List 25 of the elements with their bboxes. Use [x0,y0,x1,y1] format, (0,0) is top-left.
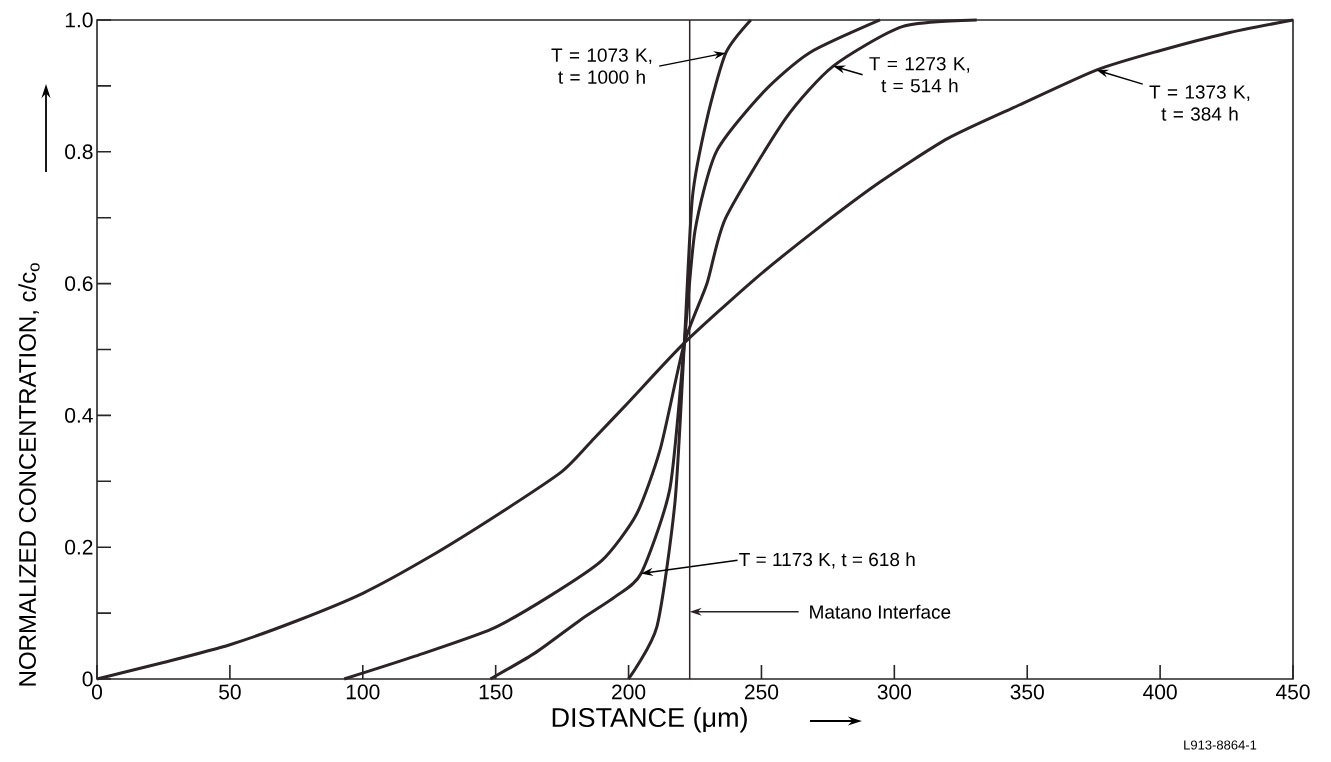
x-axis-title: DISTANCE (μm) [552,707,747,733]
x-tick-label: 350 [1010,684,1044,700]
x-tick-label: 100 [346,684,380,700]
y-tick-label: 0.2 [65,539,93,555]
annotation: T = 1273 K, t = 514 h [869,56,970,93]
y-tick-label: 0.4 [65,407,93,423]
x-tick-label: 150 [479,684,513,700]
x-tick-label: 400 [1143,684,1177,700]
x-tick-label: 50 [219,684,241,700]
annotation: T = 1373 K, t = 384 h [1149,85,1250,121]
x-tick-label: 200 [612,684,646,700]
annotation: T = 1073 K, t = 1000 h [551,48,652,84]
y-tick-label: 0 [82,671,93,687]
text: L913-8864-1 [1184,740,1257,750]
x-tick-label: 0 [91,684,103,700]
y-tick-label: 1.0 [65,12,93,28]
y-axis-title: NORMALIZED CONCENTRATION, c/c$_{o}$ [18,263,40,686]
annotation: T = 1173 K, t = 618 h [739,552,915,569]
y-tick-label: 0.8 [65,144,93,160]
x-tick-label: 300 [877,684,912,700]
ref-line-label: Matano Interface [810,604,951,619]
y-tick-label: 0.6 [65,276,93,292]
x-tick-label: 250 [744,684,779,700]
x-tick-label: 450 [1275,684,1310,700]
line-series [95,18,1295,681]
